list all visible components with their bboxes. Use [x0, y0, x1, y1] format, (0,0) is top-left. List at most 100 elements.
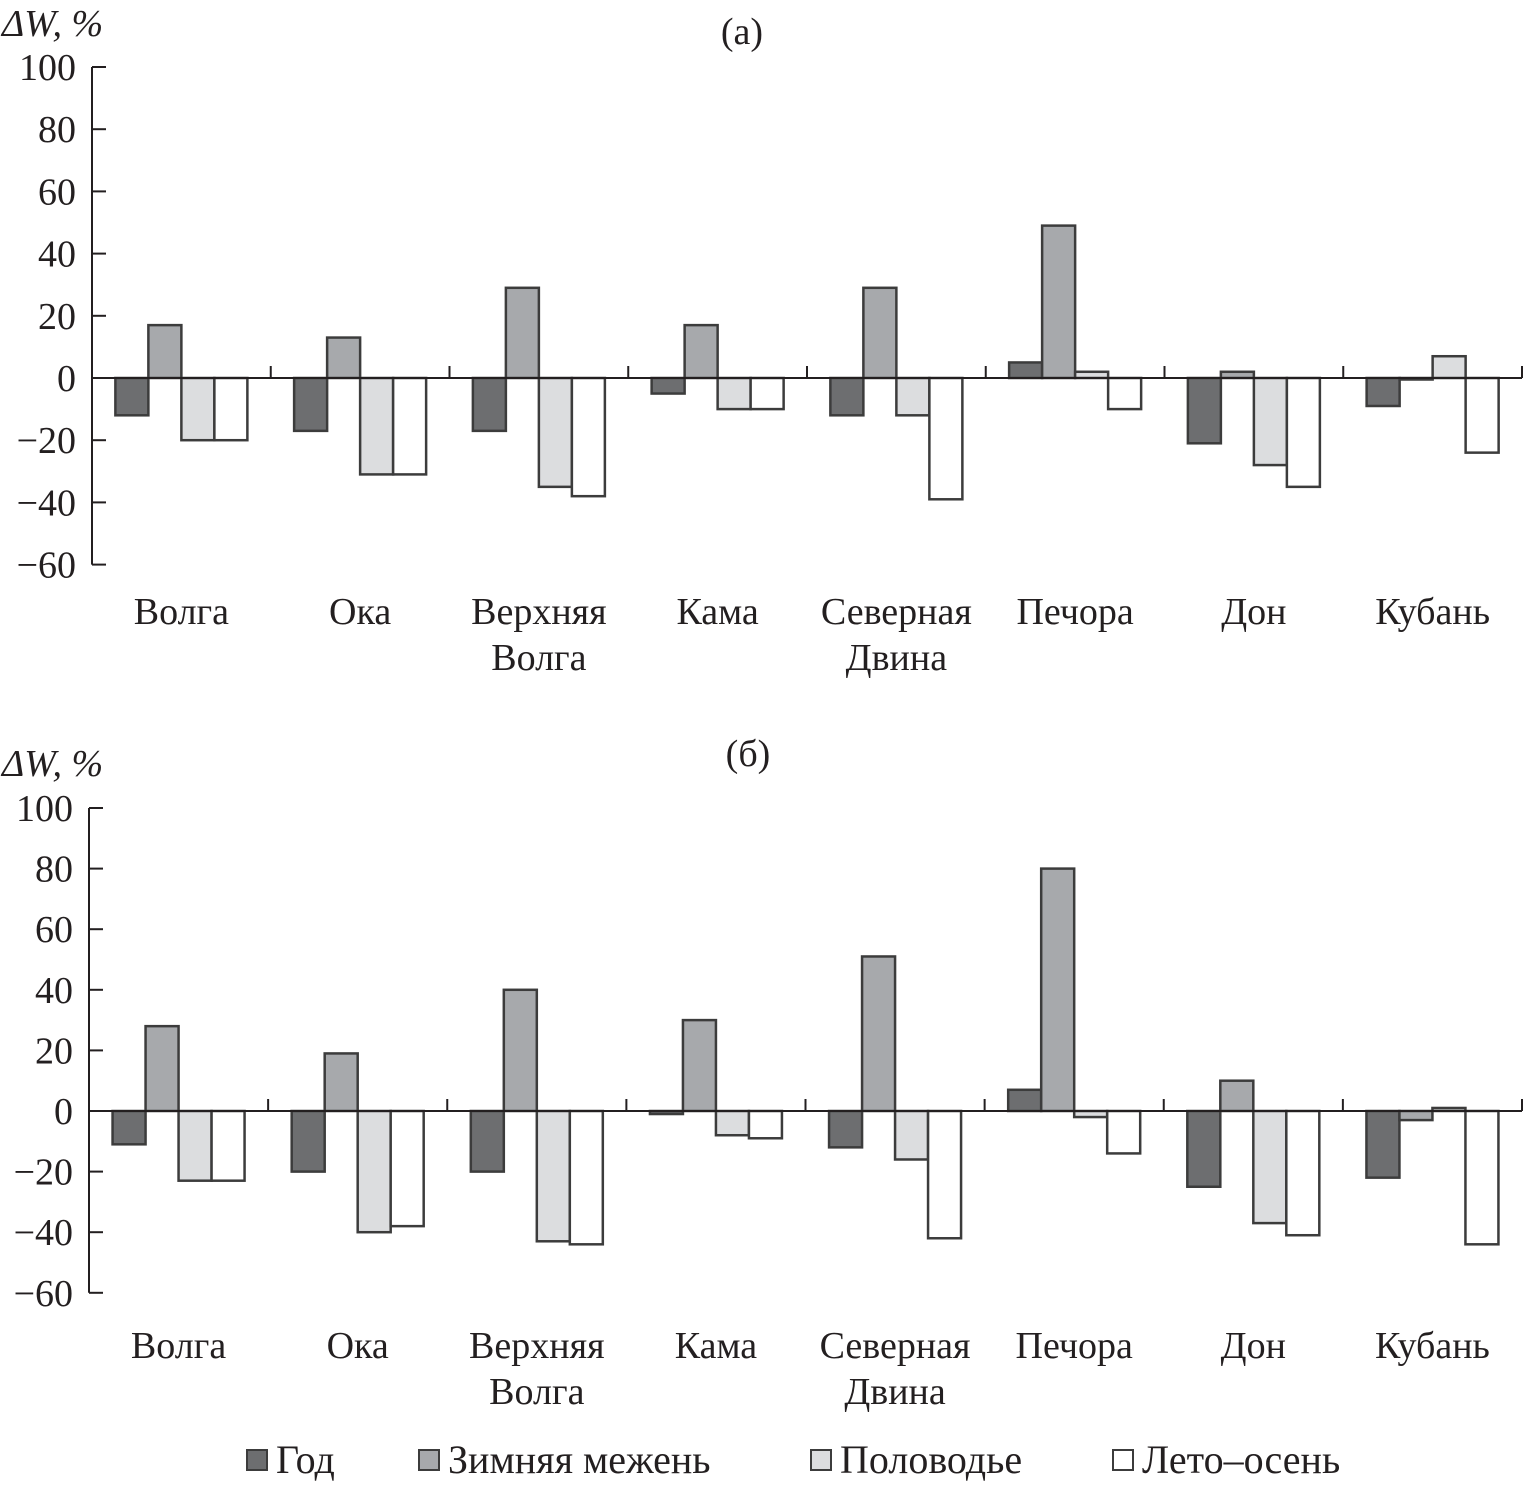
panel-a: (a) ΔW, %100 80 60 40 20 0 −20 −40 −60 Волга Ока Вер…	[0, 3, 1523, 679]
bar	[1431, 354, 1467, 380]
panel-title: (a)	[721, 11, 763, 53]
bar	[650, 376, 686, 395]
y-tick-label: 0	[54, 1091, 73, 1133]
x-category-label: Верхняя	[469, 1325, 605, 1367]
y-tick-label: 0	[57, 358, 76, 400]
x-category-label: Дон	[1221, 591, 1286, 633]
x-category-label: Волга	[131, 1325, 226, 1367]
legend-label: Зимняя межень	[448, 1437, 711, 1482]
bar	[290, 1109, 326, 1173]
bar	[210, 1109, 246, 1182]
y-tick-label: 40	[38, 234, 76, 276]
legend: Год Зимняя межень Половодье Лето–осень	[0, 1436, 1524, 1488]
bar	[1252, 1109, 1288, 1225]
bar	[471, 376, 508, 433]
y-tick-label: 20	[35, 1030, 73, 1072]
bar	[147, 323, 183, 380]
y-tick-label: −60	[17, 545, 76, 587]
bar	[1106, 376, 1143, 411]
bar	[893, 1109, 930, 1161]
legend-label: Год	[276, 1437, 335, 1482]
bar	[391, 376, 428, 476]
y-tick-label: 60	[38, 171, 76, 213]
panel-b: (б) ΔW, %100 80 60 40 20 0 −20 −40 −60 Волга Ока Вер…	[0, 733, 1523, 1413]
x-category-label: Ока	[329, 591, 391, 633]
legend-item-winter: Зимняя межень	[418, 1436, 711, 1483]
x-category-label: Ока	[327, 1325, 389, 1367]
bar	[144, 1024, 180, 1113]
bar	[1040, 224, 1077, 380]
bar	[1039, 867, 1076, 1113]
bar	[502, 988, 539, 1113]
legend-item-flood: Половодье	[810, 1436, 1022, 1483]
bar	[860, 955, 897, 1113]
y-tick-label: −40	[17, 482, 76, 524]
legend-swatch-god	[246, 1448, 268, 1471]
legend-swatch-winter	[418, 1448, 440, 1471]
y-tick-label: −20	[14, 1152, 73, 1194]
bar	[1105, 1109, 1142, 1155]
bar	[681, 1018, 718, 1113]
legend-swatch-flood	[810, 1448, 832, 1471]
bar	[1219, 1079, 1255, 1113]
bar	[928, 376, 964, 501]
legend-label: Половодье	[840, 1437, 1023, 1482]
x-category-label: Волга	[134, 591, 229, 633]
y-axis-label: ΔW, %	[0, 743, 103, 785]
bar	[747, 1109, 784, 1140]
bar	[683, 323, 719, 380]
legend-item-god: Год	[246, 1436, 335, 1483]
legend-item-summer-autumn: Лето–осень	[1112, 1436, 1340, 1483]
bar	[177, 1109, 213, 1182]
y-tick-label: −20	[17, 420, 76, 462]
bar	[323, 1052, 359, 1113]
y-axis-label: ΔW, %	[0, 3, 103, 45]
y-tick-label: 80	[38, 109, 76, 151]
bar	[714, 1109, 751, 1137]
y-tick-label: 60	[35, 909, 73, 951]
x-category-label: Волга	[491, 637, 586, 679]
x-category-label: Верхняя	[471, 591, 607, 633]
bar	[1285, 1109, 1321, 1237]
y-tick-label: 100	[19, 47, 76, 89]
bar	[389, 1109, 425, 1228]
bar	[180, 376, 216, 442]
bar	[358, 376, 395, 476]
x-category-label: Волга	[489, 1371, 584, 1413]
legend-label: Лето–осень	[1142, 1437, 1341, 1482]
bar	[537, 376, 574, 489]
x-category-label: Дон	[1221, 1325, 1286, 1367]
bar	[1285, 376, 1322, 489]
bar	[114, 376, 150, 417]
bar	[535, 1109, 572, 1243]
bar	[827, 1109, 864, 1149]
y-tick-label: 40	[35, 970, 73, 1012]
x-category-label: Двина	[846, 637, 948, 679]
y-tick-label: −60	[14, 1273, 73, 1315]
panel-title: (б)	[726, 733, 771, 775]
bar	[213, 376, 249, 442]
x-category-label: Печора	[1016, 1325, 1133, 1367]
x-category-label: Двина	[844, 1371, 946, 1413]
x-category-label: Печора	[1016, 591, 1133, 633]
y-tick-label: 20	[38, 296, 76, 338]
bar	[1464, 1109, 1500, 1246]
bar	[1186, 1109, 1222, 1188]
bar	[862, 286, 898, 380]
y-tick-label: 80	[35, 849, 73, 891]
bar	[926, 1109, 963, 1240]
bar	[716, 376, 752, 411]
bar	[570, 376, 607, 498]
bar	[829, 376, 865, 417]
bar	[504, 286, 541, 380]
y-tick-label: 100	[16, 788, 73, 830]
bar	[1006, 1088, 1043, 1113]
bar	[1007, 361, 1044, 380]
x-category-label: Северная	[820, 1325, 971, 1367]
x-category-label: Кама	[675, 1325, 757, 1367]
x-category-label: Кама	[676, 591, 758, 633]
bar	[356, 1109, 392, 1234]
bar	[1398, 1109, 1434, 1122]
legend-swatch-summer-autumn	[1112, 1448, 1134, 1471]
